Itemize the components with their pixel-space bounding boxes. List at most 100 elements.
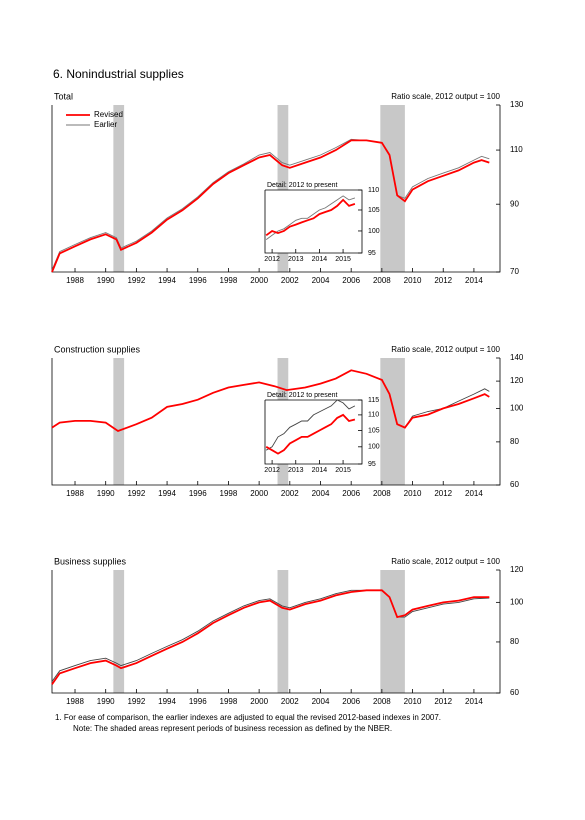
y-tick-label: 120 — [510, 565, 524, 574]
x-tick-label: 1988 — [66, 489, 84, 498]
x-tick-label: 2012 — [434, 276, 452, 285]
y-tick-label: 60 — [510, 688, 519, 697]
x-tick-label: 2000 — [250, 276, 268, 285]
panel-title: Total — [54, 91, 73, 101]
x-tick-label: 2002 — [281, 489, 299, 498]
axis-frame — [51, 570, 501, 694]
y-tick-label: 120 — [510, 376, 524, 385]
y-tick-label: 100 — [510, 597, 524, 606]
x-tick-label: 1996 — [189, 697, 207, 706]
x-tick-label: 2002 — [281, 697, 299, 706]
recession-shade — [380, 358, 405, 485]
x-tick-label: 2014 — [312, 467, 328, 474]
inset-title: Detail: 2012 to present — [267, 182, 337, 189]
x-tick-label: 2010 — [404, 697, 422, 706]
axis-frame — [51, 105, 501, 273]
y-tick-label: 80 — [510, 437, 519, 446]
x-tick-label: 1990 — [97, 697, 115, 706]
recession-shade — [113, 105, 125, 272]
x-tick-label: 2015 — [335, 467, 351, 474]
x-tick-label: 1994 — [158, 489, 176, 498]
x-tick-label: 1994 — [158, 276, 176, 285]
y-tick-label: 100 — [368, 444, 380, 451]
x-tick-label: 2010 — [404, 489, 422, 498]
x-tick-label: 2008 — [373, 276, 391, 285]
x-tick-label: 1994 — [158, 697, 176, 706]
series-line — [51, 139, 490, 273]
x-tick-label: 2004 — [312, 489, 330, 498]
axis-frame — [51, 358, 501, 486]
x-tick-label: 1996 — [189, 489, 207, 498]
recession-shade — [113, 358, 125, 485]
x-tick-label: 2008 — [373, 489, 391, 498]
x-tick-label: 1996 — [189, 276, 207, 285]
panel-subtitle: Ratio scale, 2012 output = 100 — [391, 557, 500, 566]
x-tick-label: 2014 — [465, 697, 483, 706]
panel-title: Construction supplies — [54, 344, 141, 354]
x-tick-label: 1988 — [66, 276, 84, 285]
x-tick-label: 2010 — [404, 276, 422, 285]
recession-shade — [380, 570, 405, 693]
note: Note: The shaded areas represent periods… — [73, 724, 392, 733]
series-line — [265, 399, 356, 451]
x-tick-label: 2004 — [312, 697, 330, 706]
x-tick-label: 1998 — [220, 276, 238, 285]
legend-label: Revised — [94, 110, 123, 119]
legend-label: Earlier — [94, 120, 117, 129]
y-tick-label: 60 — [510, 480, 519, 489]
x-tick-label: 1992 — [127, 697, 145, 706]
recession-shade — [380, 105, 405, 272]
panel-title: Business supplies — [54, 556, 127, 566]
y-tick-label: 80 — [510, 637, 519, 646]
y-tick-label: 140 — [510, 353, 524, 362]
x-tick-label: 2008 — [373, 697, 391, 706]
y-tick-label: 100 — [510, 404, 524, 413]
x-tick-label: 2000 — [250, 489, 268, 498]
y-tick-label: 110 — [510, 145, 523, 154]
y-tick-label: 90 — [510, 199, 519, 208]
page-title: 6. Nonindustrial supplies — [53, 67, 184, 81]
x-tick-label: 1992 — [127, 276, 145, 285]
y-tick-label: 115 — [368, 397, 379, 404]
series-line — [51, 589, 490, 682]
y-tick-label: 130 — [510, 100, 524, 109]
y-tick-label: 100 — [368, 228, 380, 235]
recession-shade — [277, 105, 289, 272]
recession-shade — [277, 570, 289, 693]
y-tick-label: 95 — [368, 461, 376, 468]
x-tick-label: 2013 — [288, 467, 304, 474]
panel-subtitle: Ratio scale, 2012 output = 100 — [391, 345, 500, 354]
y-tick-label: 110 — [368, 412, 379, 419]
x-tick-label: 2012 — [434, 697, 452, 706]
x-tick-label: 1988 — [66, 697, 84, 706]
x-tick-label: 1990 — [97, 489, 115, 498]
series-line — [51, 369, 490, 433]
x-tick-label: 1998 — [220, 489, 238, 498]
x-tick-label: 2006 — [342, 697, 360, 706]
inset-title: Detail: 2012 to present — [267, 392, 337, 399]
x-tick-label: 2014 — [465, 489, 483, 498]
x-tick-label: 2013 — [288, 256, 304, 263]
x-tick-label: 2015 — [335, 256, 351, 263]
series-line — [265, 198, 356, 237]
footnote: 1. For ease of comparison, the earlier i… — [55, 713, 441, 722]
x-tick-label: 2012 — [264, 256, 280, 263]
x-tick-label: 2014 — [465, 276, 483, 285]
x-tick-label: 2002 — [281, 276, 299, 285]
y-tick-label: 110 — [368, 187, 379, 194]
series-line — [265, 413, 356, 455]
y-tick-label: 95 — [368, 250, 376, 257]
x-tick-label: 1990 — [97, 276, 115, 285]
y-tick-label: 105 — [368, 427, 380, 434]
y-tick-label: 70 — [510, 267, 519, 276]
x-tick-label: 2000 — [250, 697, 268, 706]
x-tick-label: 2012 — [264, 467, 280, 474]
x-tick-label: 2004 — [312, 276, 330, 285]
x-tick-label: 2006 — [342, 489, 360, 498]
x-tick-label: 2014 — [312, 256, 328, 263]
x-tick-label: 1998 — [220, 697, 238, 706]
x-tick-label: 2006 — [342, 276, 360, 285]
inset-background — [265, 400, 362, 464]
recession-shade — [113, 570, 125, 693]
